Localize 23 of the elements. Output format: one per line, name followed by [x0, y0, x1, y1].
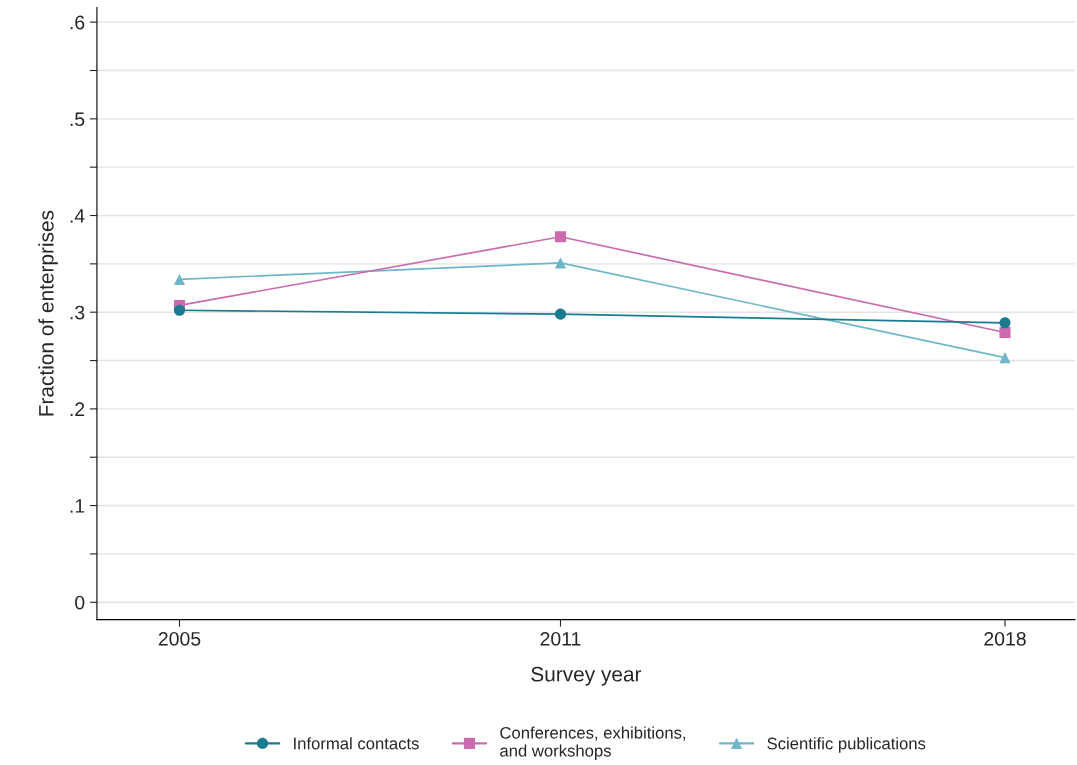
- point: [999, 352, 1011, 364]
- point: [554, 231, 567, 243]
- x-tick-label: 2005: [158, 631, 201, 646]
- point: [999, 317, 1011, 329]
- y-tick-label: .5: [70, 112, 85, 127]
- x-tick-label: 2011: [540, 631, 581, 646]
- point: [173, 304, 186, 316]
- y-tick-label: .2: [70, 402, 85, 416]
- y-axis-title: Fraction of enterprises: [38, 210, 58, 416]
- y-tick-label: .4: [70, 209, 85, 223]
- legend-label: Conferences, exhibitions, and workshops: [500, 726, 686, 760]
- y-tick-label: .1: [70, 499, 85, 513]
- x-tick-label: 2018: [984, 631, 1026, 646]
- point: [554, 308, 567, 320]
- x-axis-title: Survey year: [531, 666, 642, 686]
- legend-label: Scientific publications: [767, 737, 926, 753]
- y-tick-label: 0: [75, 595, 85, 610]
- legend-label: Informal contacts: [294, 737, 419, 750]
- point: [999, 326, 1011, 339]
- y-tick-label: .3: [70, 305, 85, 320]
- point: [173, 273, 186, 285]
- y-tick-label: .6: [70, 15, 85, 30]
- point: [554, 257, 567, 269]
